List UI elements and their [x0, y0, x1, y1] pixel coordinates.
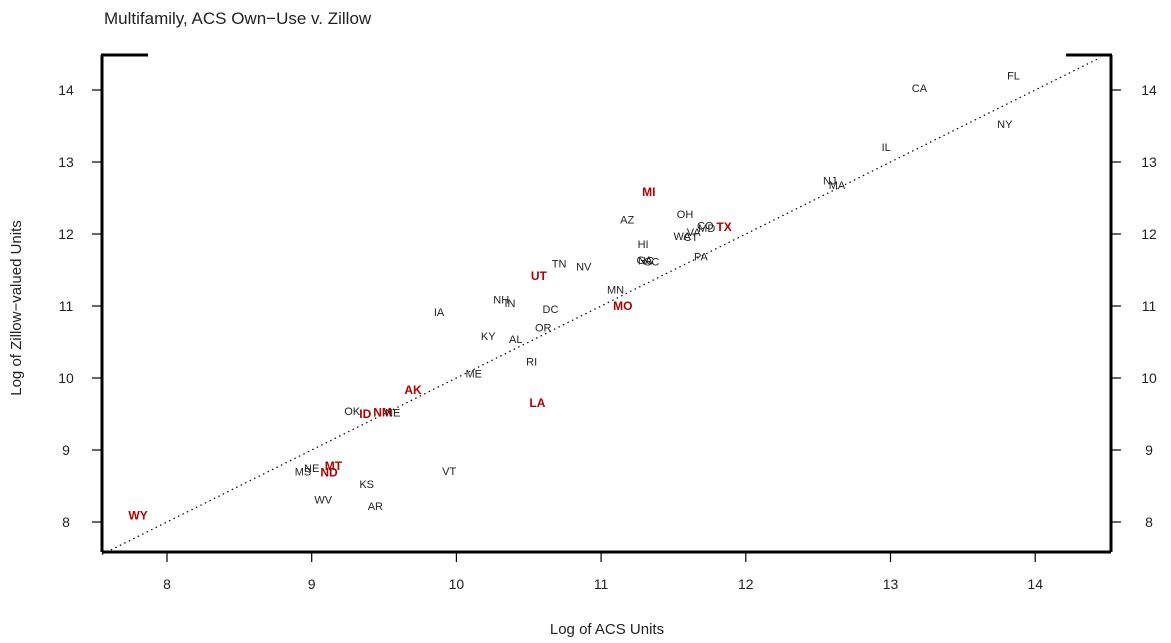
- point-label-vt: VT: [442, 466, 456, 478]
- point-label-ok: OK: [344, 406, 361, 418]
- point-label-ia: IA: [434, 307, 445, 319]
- point-label-nm: NM: [373, 406, 392, 420]
- point-label-hi: HI: [638, 239, 649, 251]
- point-label-ak: AK: [404, 383, 422, 397]
- y-tick-label-left: 14: [58, 82, 74, 98]
- plot-frame: [100, 53, 1113, 554]
- point-label-ny: NY: [997, 119, 1013, 131]
- point-label-ks: KS: [359, 479, 374, 491]
- chart-title: Multifamily, ACS Own−Use v. Zillow: [104, 9, 372, 28]
- point-label-wa: WA: [673, 231, 691, 243]
- point-label-ca: CA: [912, 83, 928, 95]
- y-tick-label-right: 9: [1145, 442, 1153, 458]
- point-label-nc: NC: [638, 256, 654, 268]
- point-label-nd: ND: [320, 465, 338, 479]
- point-label-ga: GA: [637, 255, 654, 267]
- x-tick-label: 9: [308, 576, 316, 592]
- point-label-la: LA: [529, 396, 545, 410]
- y-tick-label-left: 12: [58, 226, 74, 242]
- point-label-ct: CT: [683, 232, 698, 244]
- point-label-ky: KY: [481, 331, 496, 343]
- x-axis-label: Log of ACS Units: [550, 621, 664, 638]
- x-tick-label: 13: [883, 576, 899, 592]
- y-tick-label-right: 8: [1145, 514, 1153, 530]
- y-axis-left: 8 9 10 11 12 13 14: [58, 82, 102, 530]
- reference-line: [101, 57, 1101, 555]
- y-tick-label-right: 10: [1141, 370, 1157, 386]
- y-tick-label-left: 9: [62, 442, 70, 458]
- point-label-tx: TX: [716, 220, 731, 234]
- y-tick-label-right: 12: [1141, 226, 1157, 242]
- point-label-tn: TN: [552, 259, 567, 271]
- point-label-mo: MO: [613, 299, 632, 313]
- point-label-il: IL: [882, 142, 891, 154]
- point-label-wv: WV: [314, 495, 332, 507]
- point-label-nh: NH: [493, 295, 509, 307]
- point-label-nv: NV: [576, 261, 592, 273]
- point-label-me: ME: [466, 369, 483, 381]
- y-tick-label-left: 13: [58, 154, 74, 170]
- point-label-in: IN: [504, 298, 515, 310]
- y-tick-label-left: 8: [62, 514, 70, 530]
- point-label-wy: WY: [128, 509, 147, 523]
- point-label-pa: PA: [694, 251, 709, 263]
- point-label-or: OR: [535, 323, 552, 335]
- y-tick-label-left: 10: [58, 370, 74, 386]
- point-label-mt: MT: [325, 459, 343, 473]
- point-label-ne: NE: [304, 463, 319, 475]
- x-tick-label: 12: [738, 576, 754, 592]
- point-label-ne: NE: [385, 408, 400, 420]
- x-tick-label: 8: [163, 576, 171, 592]
- point-label-fl: FL: [1007, 71, 1020, 83]
- point-label-mi: MI: [642, 185, 655, 199]
- x-tick-label: 11: [594, 576, 609, 592]
- point-label-az: AZ: [620, 215, 634, 227]
- y-tick-label-right: 11: [1142, 298, 1157, 314]
- reference-line-group: [101, 57, 1101, 555]
- point-label-dc: DC: [543, 304, 559, 316]
- point-label-oh: OH: [677, 209, 694, 221]
- y-tick-label-right: 14: [1141, 82, 1157, 98]
- point-label-ms: MS: [295, 467, 312, 479]
- point-label-va: VA: [687, 227, 702, 239]
- point-label-md: MD: [698, 223, 715, 235]
- y-tick-label-left: 11: [59, 298, 74, 314]
- point-label-co: CO: [697, 220, 714, 232]
- x-tick-label: 10: [449, 576, 465, 592]
- y-tick-label-right: 13: [1141, 154, 1157, 170]
- point-label-id: ID: [359, 407, 371, 421]
- x-tick-label: 14: [1027, 576, 1043, 592]
- point-label-nj: NJ: [823, 176, 836, 188]
- point-label-al: AL: [509, 334, 522, 346]
- point-label-sc: SC: [644, 256, 659, 268]
- y-axis-right: 8 9 10 11 12 13 14: [1111, 82, 1157, 530]
- point-label-ma: MA: [829, 180, 846, 192]
- y-axis-label: Log of Zillow−valued Units: [8, 220, 25, 396]
- point-label-ri: RI: [526, 356, 537, 368]
- point-label-ar: AR: [368, 501, 383, 513]
- x-axis: 8 9 10 11 12 13 14: [163, 552, 1043, 592]
- point-label-ut: UT: [531, 269, 548, 283]
- point-label-mn: MN: [607, 284, 624, 296]
